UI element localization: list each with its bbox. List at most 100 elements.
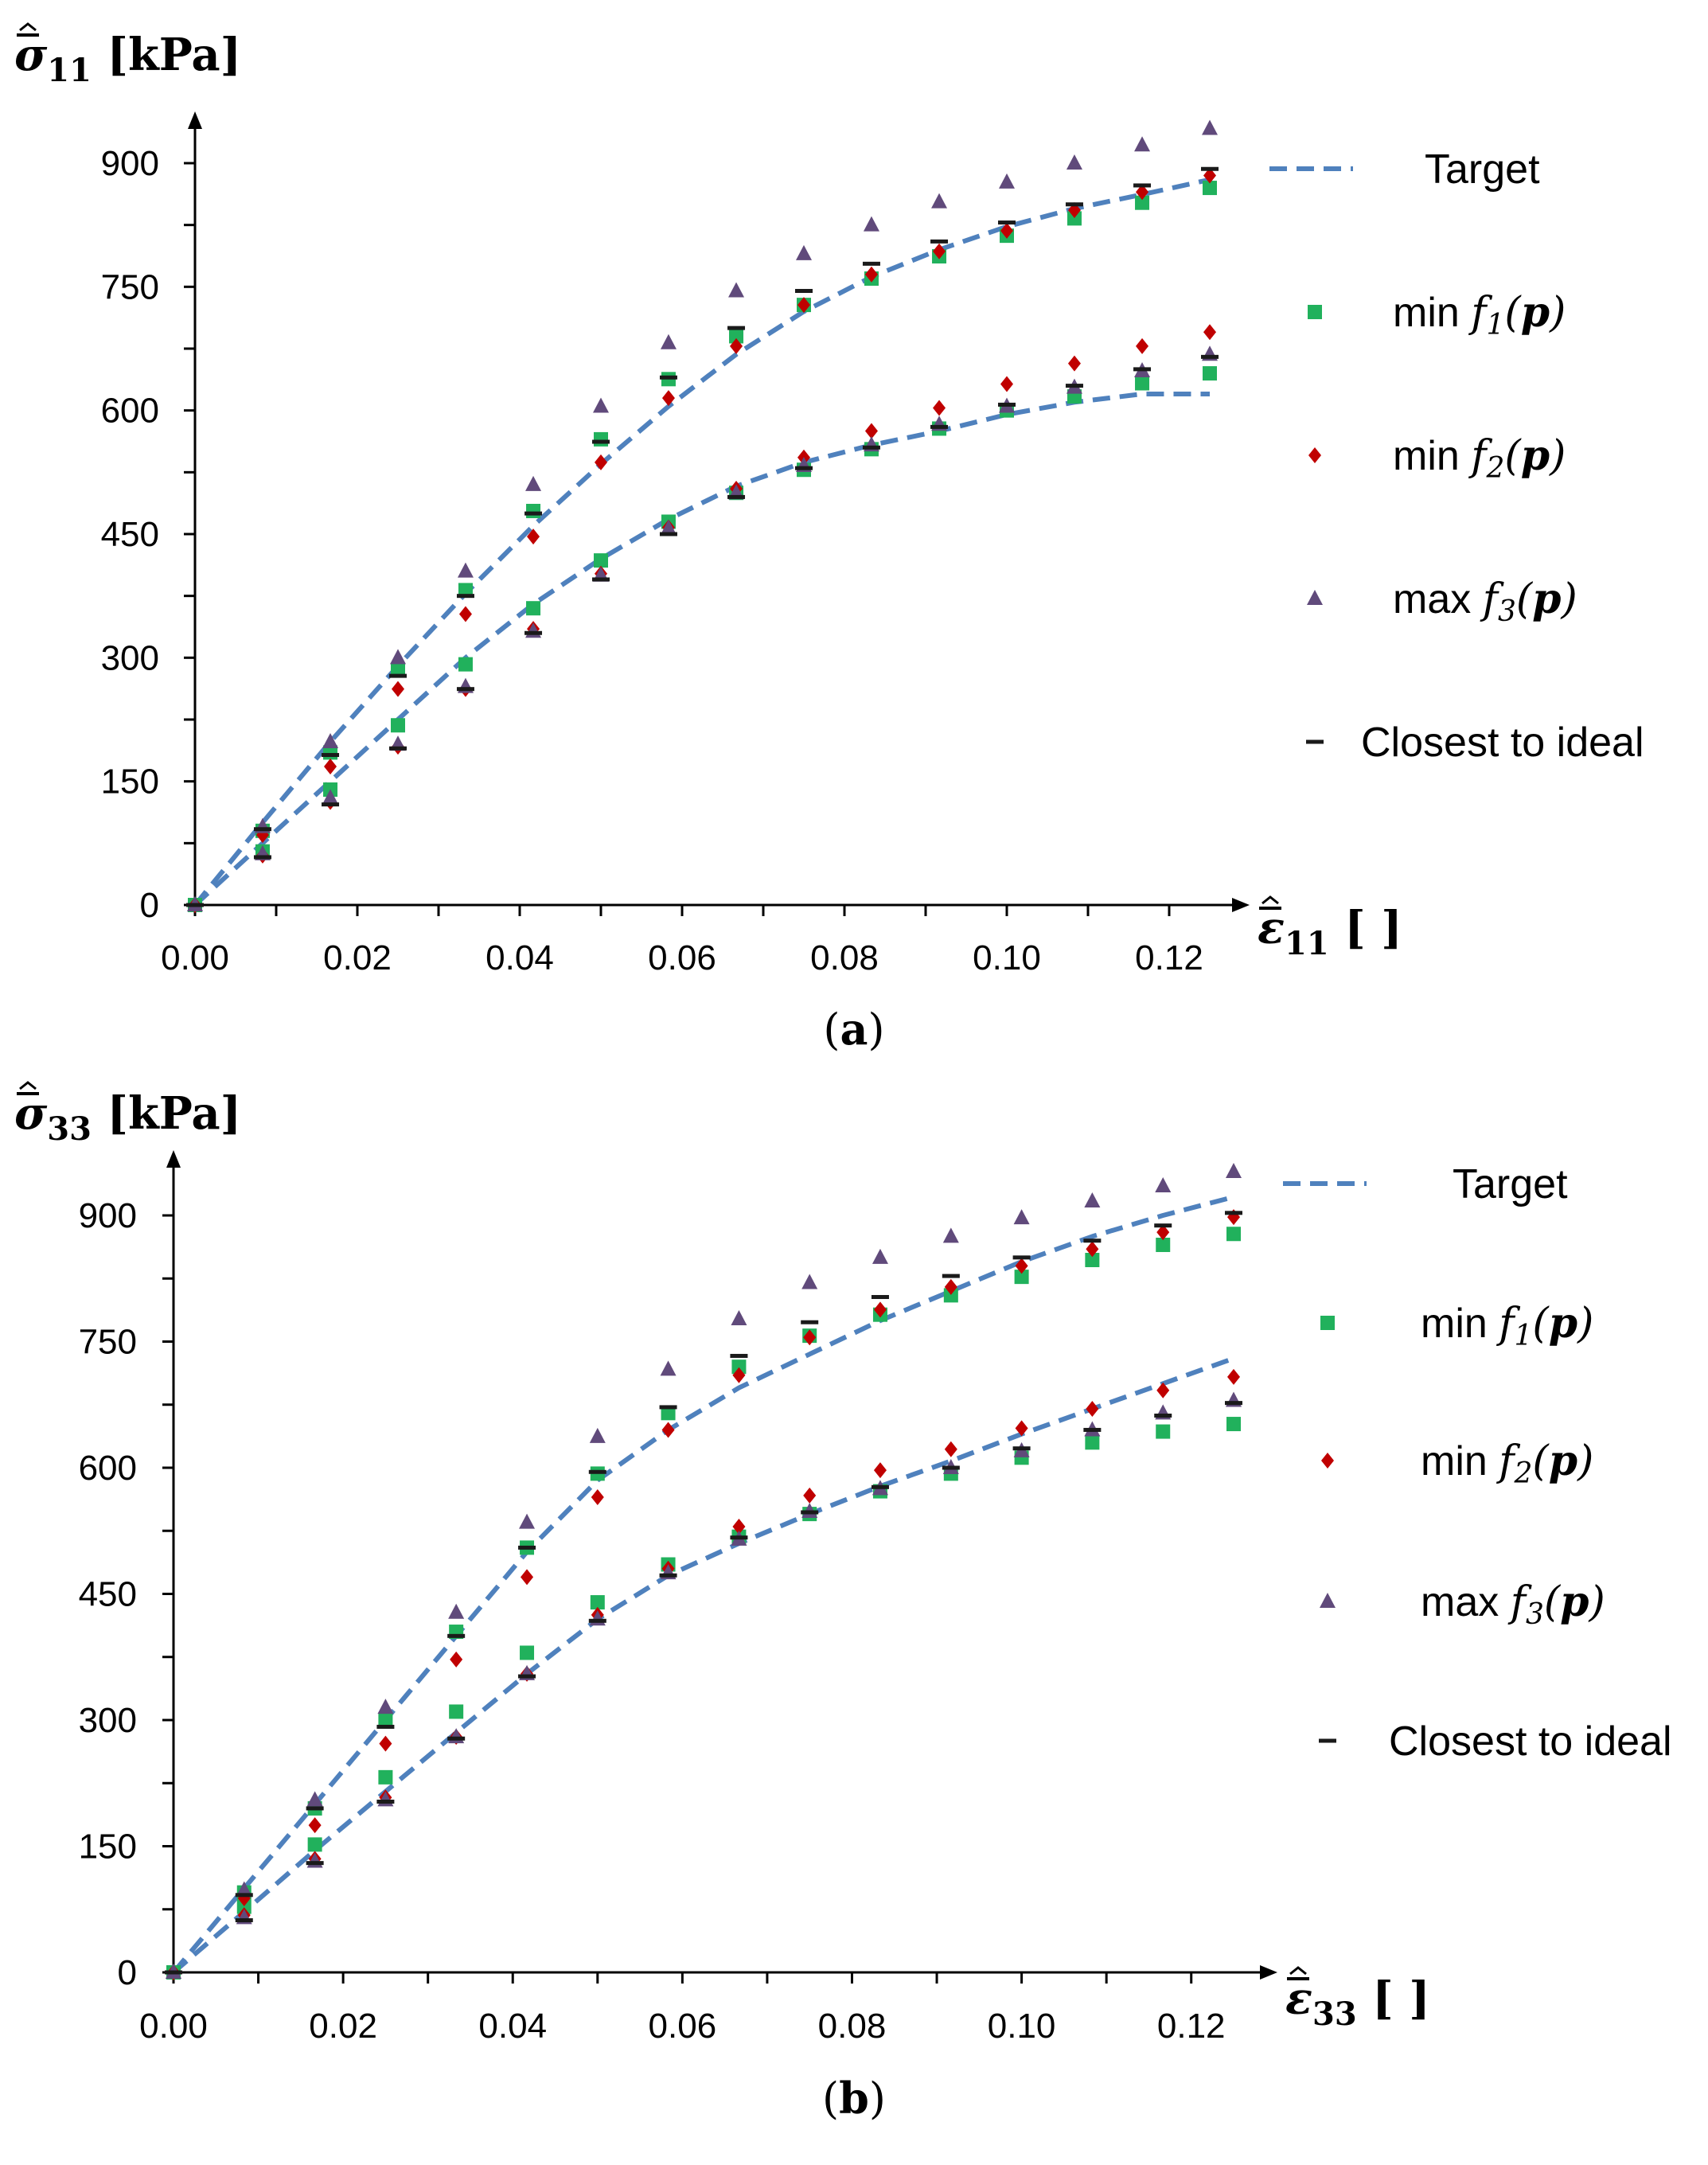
ideal-point-lower (389, 746, 407, 751)
f1-point-upper (1156, 1237, 1171, 1252)
x-tick-label: 0.06 (648, 938, 716, 977)
f2-point-upper (730, 337, 743, 354)
x-axis-title-accent-hat (1262, 895, 1279, 905)
x-axis-title: ε11 [ ] (1258, 902, 1402, 962)
x-tick-label: 0.02 (323, 938, 392, 977)
y-axis-title: σ11 [kPa] (14, 29, 241, 89)
f3-point-upper (1202, 119, 1218, 135)
ideal-point-lower (235, 1917, 253, 1922)
y-tick-label: 600 (101, 392, 159, 431)
ideal-point-lower (1083, 1427, 1102, 1432)
f3-point-upper (931, 193, 948, 209)
legend-f3-label: max f3(p) (1393, 575, 1577, 628)
f1-point-upper (526, 504, 541, 519)
legend-f2-swatch (1321, 1453, 1334, 1469)
f2-point-upper (803, 1329, 817, 1346)
f2-point-upper (595, 454, 607, 470)
f2-point-upper (308, 1817, 322, 1834)
f1-point-lower (458, 657, 473, 672)
f1-point-lower (1156, 1424, 1171, 1439)
f2-point-upper (1000, 222, 1013, 239)
legend-f1-swatch (1320, 1316, 1335, 1330)
ideal-point-lower (930, 424, 949, 429)
ideal-point-upper (1225, 1211, 1242, 1215)
f2-point-lower (803, 1487, 817, 1504)
f1-point-upper (661, 1406, 676, 1421)
f2-point-lower (873, 1462, 887, 1479)
legend-ideal-swatch (1319, 1738, 1336, 1743)
target-curve-lower (193, 392, 1210, 907)
f1-point-upper (729, 329, 744, 344)
ideal-point-lower (795, 466, 813, 470)
f2-point-upper (732, 1367, 746, 1383)
f3-point-upper (728, 282, 745, 298)
y-axis-arrow (188, 111, 202, 129)
f1-point-upper (391, 662, 405, 677)
ideal-point-upper (524, 511, 543, 516)
f1-point-lower (520, 1645, 535, 1660)
f1-point-lower (391, 718, 405, 733)
x-tick-label: 0.08 (818, 2007, 887, 2046)
ideal-point-lower (322, 802, 340, 807)
ideal-point-lower (1012, 1446, 1031, 1451)
ideal-point-upper (930, 239, 949, 244)
f3-point-upper (448, 1603, 465, 1619)
f1-point-upper (378, 1713, 393, 1727)
f2-point-upper (797, 297, 810, 314)
f2-point-lower (864, 423, 878, 439)
f3-point-upper (1066, 154, 1082, 170)
legend-f3-swatch (1320, 1593, 1336, 1608)
legend-ideal-swatch (1306, 739, 1324, 744)
ideal-point-upper (389, 673, 407, 678)
ideal-point-lower (376, 1799, 395, 1804)
ideal-point-upper (727, 326, 746, 330)
f1-point-lower (378, 1769, 393, 1785)
x-tick-label: 0.06 (649, 2007, 717, 2046)
ideal-point-upper (456, 594, 474, 599)
legend-target-label: Target (1425, 146, 1540, 193)
f2-point-upper (1015, 1258, 1028, 1274)
f3-point-lower (660, 519, 677, 535)
ideal-point-upper (447, 1633, 466, 1638)
f2-point-lower (1156, 1382, 1170, 1398)
ideal-point-lower (588, 1618, 606, 1623)
x-axis-arrow (1232, 898, 1250, 912)
f2-point-upper (873, 1301, 887, 1318)
ideal-point-upper (795, 289, 813, 294)
f2-point-upper (933, 243, 946, 259)
ideal-point-lower (730, 1535, 748, 1540)
ideal-point-upper (1065, 202, 1083, 207)
ideal-point-lower (592, 577, 610, 582)
f1-point-lower (1203, 366, 1217, 381)
ideal-point-lower (1065, 384, 1083, 388)
x-tick-label: 0.12 (1157, 2007, 1226, 2046)
ideal-point-lower (659, 1573, 677, 1578)
ideal-point-lower (1133, 367, 1152, 372)
ideal-point-lower (862, 445, 880, 450)
ideal-point-lower (727, 494, 746, 499)
ideal-point-upper (518, 1545, 536, 1550)
f3-point-upper (942, 1227, 959, 1243)
f2-point-upper (450, 1651, 463, 1668)
ideal-point-lower (801, 1510, 819, 1515)
f3-point-upper (457, 562, 474, 578)
y-tick-label: 150 (79, 1828, 137, 1867)
x-tick-label: 0.04 (478, 2007, 547, 2046)
f2-point-upper (864, 266, 878, 283)
ideal-point-upper (998, 220, 1016, 225)
x-tick-label: 0.08 (810, 938, 879, 977)
f2-point-lower (933, 400, 946, 416)
f2-point-lower (1000, 376, 1013, 392)
f3-point-upper (1155, 1177, 1172, 1193)
f1-point-upper (943, 1288, 958, 1303)
ideal-point-lower (447, 1736, 466, 1741)
y-axis-title: σ33 [kPa] (14, 1087, 241, 1148)
ideal-point-lower (998, 402, 1016, 407)
f3-point-upper (390, 649, 406, 665)
ideal-point-upper (306, 1806, 324, 1811)
ideal-point-upper (942, 1274, 960, 1278)
ideal-point-upper (235, 1893, 253, 1898)
ideal-point-upper (862, 261, 880, 266)
f3-point-upper (322, 732, 339, 748)
ideal-point-lower (165, 1970, 182, 1975)
